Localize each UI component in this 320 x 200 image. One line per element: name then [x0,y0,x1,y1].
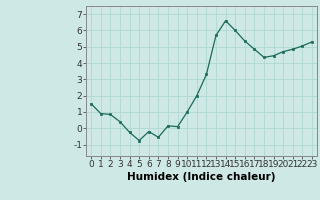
X-axis label: Humidex (Indice chaleur): Humidex (Indice chaleur) [127,172,276,182]
